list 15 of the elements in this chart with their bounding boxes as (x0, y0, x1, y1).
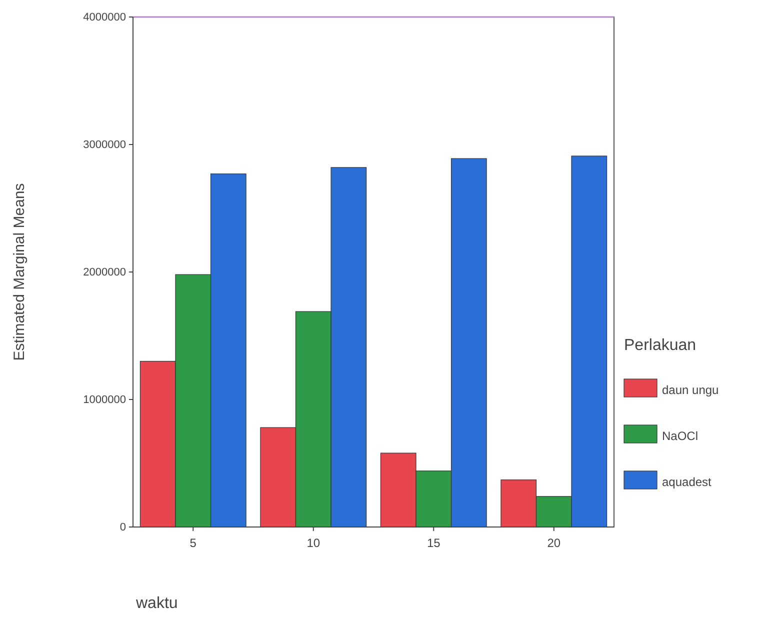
y-tick-label: 0 (120, 522, 126, 534)
y-tick-label: 1000000 (83, 394, 126, 406)
x-tick-label: 5 (190, 536, 197, 550)
legend-label: NaOCl (662, 429, 698, 443)
y-axis-title: Estimated Marginal Means (11, 183, 28, 361)
legend-label: daun ungu (662, 383, 719, 397)
x-axis-title: waktu (135, 595, 178, 612)
x-tick-label: 20 (547, 536, 561, 550)
y-tick-label: 2000000 (83, 266, 126, 279)
y-tick-label: 3000000 (83, 139, 126, 152)
x-tick-label: 10 (306, 536, 320, 550)
y-tick-label: 4000000 (83, 12, 126, 24)
x-tick-label: 15 (426, 536, 441, 550)
legend-title: Perlakuan (624, 337, 696, 354)
legend-label: aquadest (662, 475, 712, 489)
